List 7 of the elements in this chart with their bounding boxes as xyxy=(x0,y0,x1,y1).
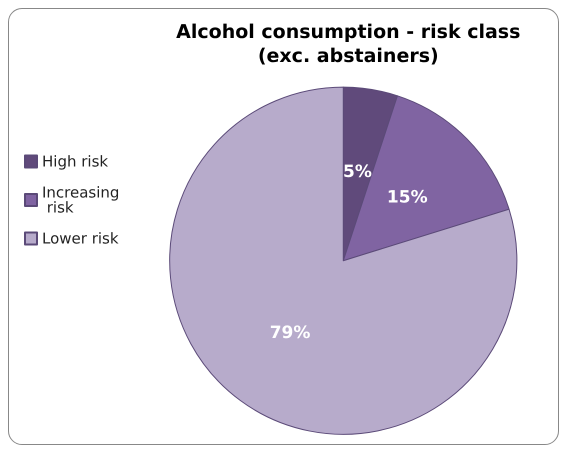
legend-label: Lower risk xyxy=(42,230,119,248)
legend-label: Increasing risk xyxy=(42,184,120,216)
data-label: 79% xyxy=(270,323,310,344)
data-label: 15% xyxy=(386,188,428,208)
data-label: 5% xyxy=(343,162,372,182)
legend-label: High risk xyxy=(42,152,108,170)
chart-title: Alcohol consumption - risk class (exc. abstainers) xyxy=(176,21,520,67)
